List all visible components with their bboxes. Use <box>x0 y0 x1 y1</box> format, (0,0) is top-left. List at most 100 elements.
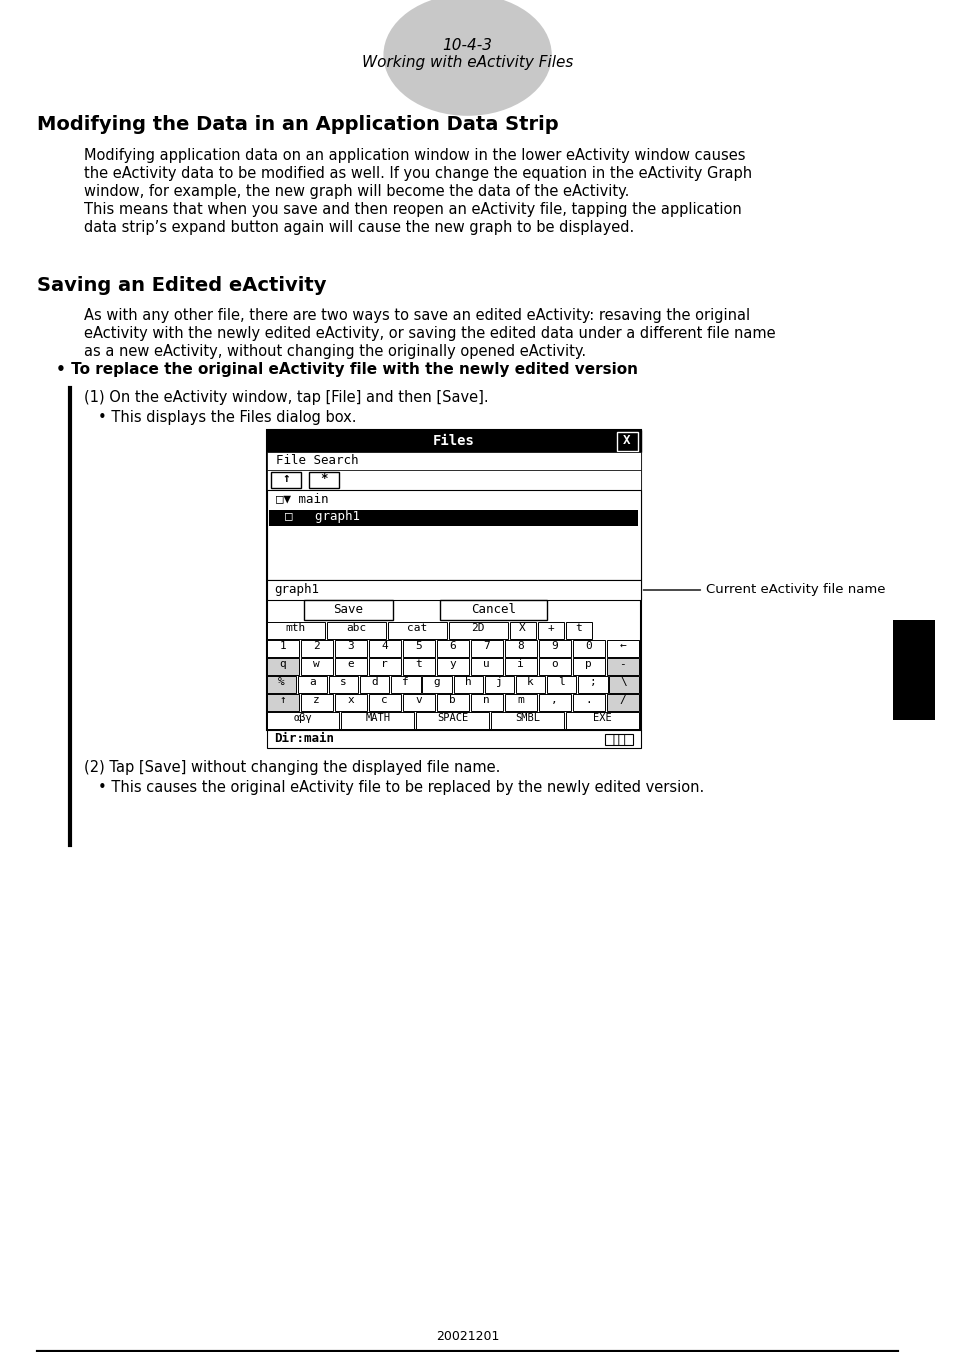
Text: SPACE: SPACE <box>436 713 468 723</box>
FancyBboxPatch shape <box>269 492 638 508</box>
Text: eActivity with the newly edited eActivity, or saving the edited data under a dif: eActivity with the newly edited eActivit… <box>84 326 775 341</box>
FancyBboxPatch shape <box>368 639 400 657</box>
Text: αβγ: αβγ <box>294 713 312 723</box>
Text: 2: 2 <box>313 641 319 652</box>
FancyBboxPatch shape <box>271 472 301 488</box>
FancyBboxPatch shape <box>335 658 366 675</box>
Text: • To replace the original eActivity file with the newly edited version: • To replace the original eActivity file… <box>56 362 638 377</box>
FancyBboxPatch shape <box>266 430 639 452</box>
FancyBboxPatch shape <box>266 470 639 489</box>
Text: (2) Tap [Save] without changing the displayed file name.: (2) Tap [Save] without changing the disp… <box>84 760 500 775</box>
FancyBboxPatch shape <box>565 622 592 639</box>
Text: 3: 3 <box>347 641 354 652</box>
Text: b: b <box>449 695 456 704</box>
Text: Save: Save <box>333 603 363 617</box>
Text: f: f <box>402 677 409 687</box>
FancyBboxPatch shape <box>304 600 393 621</box>
Text: the eActivity data to be modified as well. If you change the equation in the eAc: the eActivity data to be modified as wel… <box>84 166 752 181</box>
FancyBboxPatch shape <box>606 694 639 711</box>
FancyBboxPatch shape <box>269 510 638 526</box>
Text: As with any other file, there are two ways to save an edited eActivity: resaving: As with any other file, there are two wa… <box>84 308 749 323</box>
FancyBboxPatch shape <box>538 639 570 657</box>
Text: window, for example, the new graph will become the data of the eActivity.: window, for example, the new graph will … <box>84 184 629 199</box>
Text: Working with eActivity Files: Working with eActivity Files <box>361 55 573 70</box>
Text: SMBL: SMBL <box>515 713 539 723</box>
FancyBboxPatch shape <box>436 658 468 675</box>
Text: • This causes the original eActivity file to be replaced by the newly edited ver: • This causes the original eActivity fil… <box>98 780 703 795</box>
Text: \: \ <box>620 677 627 687</box>
Text: 8: 8 <box>517 641 523 652</box>
FancyBboxPatch shape <box>402 658 435 675</box>
Text: graph1: graph1 <box>274 583 318 596</box>
FancyBboxPatch shape <box>604 734 633 745</box>
FancyBboxPatch shape <box>308 472 338 488</box>
Text: e: e <box>347 658 354 669</box>
FancyBboxPatch shape <box>565 713 639 729</box>
FancyBboxPatch shape <box>546 676 576 694</box>
Text: s: s <box>340 677 347 687</box>
Text: 1: 1 <box>279 641 286 652</box>
Text: n: n <box>483 695 490 704</box>
FancyBboxPatch shape <box>368 694 400 711</box>
Text: Modifying the Data in an Application Data Strip: Modifying the Data in an Application Dat… <box>37 115 558 134</box>
Text: Current eActivity file name: Current eActivity file name <box>642 584 884 596</box>
Text: u: u <box>483 658 490 669</box>
FancyBboxPatch shape <box>609 676 639 694</box>
Text: data strip’s expand button again will cause the new graph to be displayed.: data strip’s expand button again will ca… <box>84 220 634 235</box>
FancyBboxPatch shape <box>538 694 570 711</box>
Text: d: d <box>371 677 377 687</box>
FancyBboxPatch shape <box>516 676 545 694</box>
FancyBboxPatch shape <box>266 580 639 600</box>
FancyBboxPatch shape <box>388 622 447 639</box>
Text: mth: mth <box>286 623 306 633</box>
FancyBboxPatch shape <box>892 621 934 721</box>
FancyBboxPatch shape <box>470 639 502 657</box>
FancyBboxPatch shape <box>606 658 639 675</box>
FancyBboxPatch shape <box>297 676 327 694</box>
FancyBboxPatch shape <box>504 658 537 675</box>
Text: 20021201: 20021201 <box>436 1330 498 1343</box>
FancyBboxPatch shape <box>266 430 639 730</box>
Text: p: p <box>585 658 592 669</box>
FancyBboxPatch shape <box>335 639 366 657</box>
Text: EXE: EXE <box>592 713 611 723</box>
Text: □   graph1: □ graph1 <box>285 510 360 523</box>
FancyBboxPatch shape <box>491 713 563 729</box>
FancyBboxPatch shape <box>470 658 502 675</box>
FancyBboxPatch shape <box>266 622 325 639</box>
Text: t: t <box>415 658 421 669</box>
FancyBboxPatch shape <box>509 622 536 639</box>
Text: □▼ main: □▼ main <box>275 492 328 506</box>
Text: Dir:main: Dir:main <box>274 731 334 745</box>
FancyBboxPatch shape <box>436 639 468 657</box>
FancyBboxPatch shape <box>266 452 639 470</box>
Text: *: * <box>319 472 327 485</box>
Text: This means that when you save and then reopen an eActivity file, tapping the app: This means that when you save and then r… <box>84 201 741 218</box>
Text: ←: ← <box>618 641 625 652</box>
FancyBboxPatch shape <box>300 658 333 675</box>
Text: ;: ; <box>589 677 596 687</box>
FancyBboxPatch shape <box>327 622 386 639</box>
Text: m: m <box>517 695 523 704</box>
Text: • This displays the Files dialog box.: • This displays the Files dialog box. <box>98 410 356 425</box>
Text: h: h <box>464 677 471 687</box>
FancyBboxPatch shape <box>538 658 570 675</box>
Text: q: q <box>279 658 286 669</box>
Text: 6: 6 <box>449 641 456 652</box>
FancyBboxPatch shape <box>266 730 639 748</box>
FancyBboxPatch shape <box>266 713 339 729</box>
Text: g: g <box>434 677 440 687</box>
Ellipse shape <box>383 0 551 116</box>
FancyBboxPatch shape <box>335 694 366 711</box>
FancyBboxPatch shape <box>402 694 435 711</box>
FancyBboxPatch shape <box>266 658 298 675</box>
Text: abc: abc <box>346 623 367 633</box>
Text: 2D: 2D <box>471 623 484 633</box>
FancyBboxPatch shape <box>416 713 489 729</box>
FancyBboxPatch shape <box>266 489 639 580</box>
Text: x: x <box>347 695 354 704</box>
FancyBboxPatch shape <box>470 694 502 711</box>
FancyBboxPatch shape <box>439 600 546 621</box>
Text: l: l <box>558 677 564 687</box>
FancyBboxPatch shape <box>504 694 537 711</box>
